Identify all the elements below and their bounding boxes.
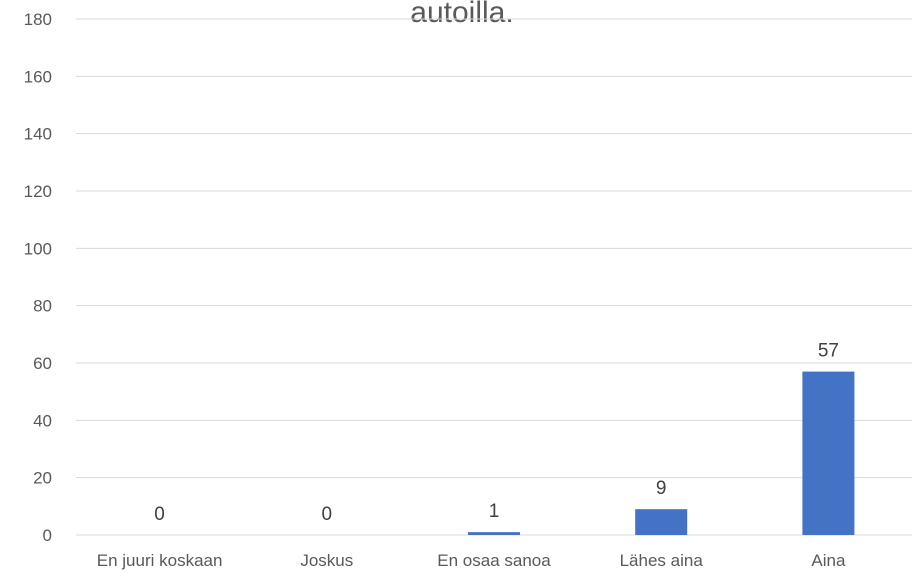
y-tick-label: 60 [33,354,52,373]
y-tick-label: 80 [33,297,52,316]
category-label: Joskus [300,551,353,570]
bar [635,509,688,535]
category-label: En juuri koskaan [97,551,223,570]
data-label: 57 [818,341,839,362]
data-labels: 0 0 1 9 57 [154,341,839,525]
y-tick-label: 40 [33,411,52,430]
data-label: 0 [322,504,333,525]
y-tick-label: 100 [24,239,52,258]
bars [468,371,855,535]
y-tick-label: 0 [43,526,52,545]
y-tick-label: 180 [24,10,52,29]
category-label: Aina [811,551,846,570]
y-axis-tick-labels: 0 20 40 60 80 100 120 140 160 180 [24,10,52,545]
data-label: 0 [154,504,165,525]
data-label: 9 [656,478,667,499]
y-tick-label: 160 [24,67,52,86]
x-axis-category-labels: En juuri koskaan Joskus En osaa sanoa Lähes… [97,551,846,570]
y-tick-label: 20 [33,469,52,488]
data-label: 1 [489,501,500,522]
gridlines [76,18,912,536]
y-tick-label: 140 [24,125,52,144]
y-tick-label: 120 [24,182,52,201]
chart-title: autoilla. [410,0,513,29]
category-label: En osaa sanoa [437,551,551,570]
category-label: Lähes aina [620,551,704,570]
bar [802,371,855,535]
bar [468,532,520,535]
